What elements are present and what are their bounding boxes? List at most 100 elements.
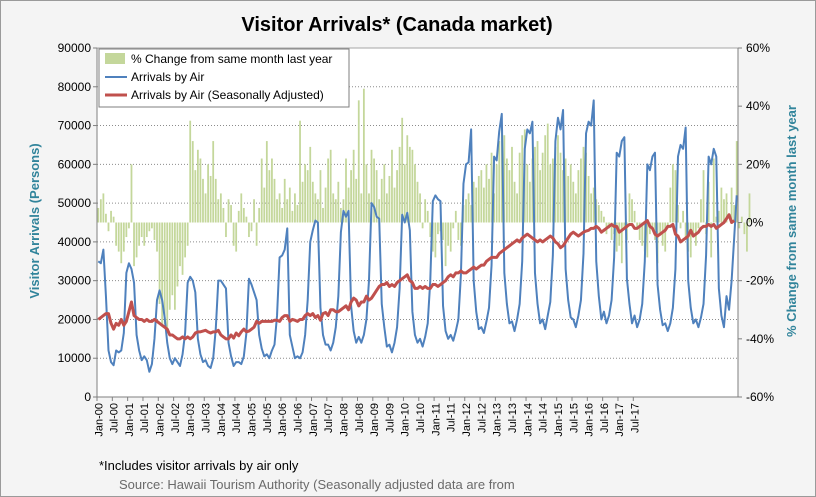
pct-bar	[733, 205, 736, 223]
pct-bar	[684, 222, 687, 240]
pct-bar	[398, 146, 401, 223]
pct-bar	[347, 187, 350, 223]
legend-label-sa: Arrivals by Air (Seasonally Adjusted)	[131, 88, 324, 102]
pct-bar	[475, 187, 478, 223]
pct-bar	[140, 222, 143, 238]
pct-bar	[528, 181, 531, 223]
pct-bar	[207, 164, 209, 223]
pct-bar	[483, 187, 485, 223]
pct-bar	[179, 222, 181, 267]
y-tick-label: 70000	[58, 119, 92, 133]
pct-bar	[173, 222, 176, 310]
pct-bar	[710, 222, 713, 258]
pct-bar	[105, 213, 107, 223]
pct-bar	[158, 222, 161, 304]
pct-bar	[513, 181, 516, 223]
pct-bar	[271, 158, 273, 223]
pct-bar	[294, 193, 296, 223]
pct-bar	[735, 141, 738, 223]
pct-bar	[373, 158, 375, 223]
y2-tick-label: 20%	[746, 157, 770, 171]
y2-tick-label: 60%	[746, 41, 770, 55]
pct-bar	[572, 181, 575, 223]
pct-bar	[163, 222, 166, 325]
pct-bar	[649, 222, 651, 235]
x-tick-label: Jan-05	[247, 403, 259, 437]
pct-bar	[406, 135, 409, 223]
pct-bar	[232, 222, 235, 246]
pct-bar	[153, 222, 156, 240]
y-tick-label: 40000	[58, 235, 92, 249]
x-tick-label: Jul-12	[476, 403, 488, 433]
pct-bar	[518, 152, 521, 223]
pct-bar	[549, 164, 552, 223]
pct-bar	[738, 222, 741, 229]
pct-bar	[263, 187, 266, 223]
pct-bar	[296, 205, 299, 223]
pct-bar	[564, 158, 567, 223]
pct-bar	[590, 193, 593, 223]
pct-bar	[230, 205, 232, 223]
pct-bar	[592, 187, 595, 223]
pct-bar	[202, 178, 204, 223]
pct-bar	[707, 181, 710, 223]
pct-bar	[291, 210, 294, 223]
pct-bar	[253, 199, 255, 223]
pct-bar	[628, 193, 631, 223]
x-tick-label: Jan-13	[492, 403, 504, 437]
x-tick-label: Jul-01	[139, 403, 151, 433]
pct-bar	[442, 222, 444, 240]
x-tick-label: Jan-11	[430, 403, 442, 436]
pct-bar	[311, 181, 314, 223]
pct-bar	[365, 164, 368, 223]
pct-bar	[332, 193, 335, 223]
pct-bar	[546, 123, 549, 223]
pct-bar	[304, 164, 307, 223]
pct-bar	[370, 149, 373, 223]
pct-bar	[184, 222, 186, 258]
pct-bar	[633, 210, 636, 223]
pct-bar	[534, 146, 536, 223]
pct-bar	[618, 222, 621, 246]
pct-bar	[189, 120, 192, 223]
x-tick-label: Jul-07	[323, 403, 335, 433]
pct-bar	[317, 199, 319, 223]
pct-bar	[434, 222, 437, 258]
pct-bar	[661, 222, 664, 246]
pct-bar	[569, 164, 572, 223]
y-tick-label: 0	[84, 390, 91, 404]
pct-bar	[248, 222, 250, 238]
x-tick-label: Jan-14	[522, 403, 534, 437]
pct-bar	[383, 164, 386, 223]
pct-bar	[260, 158, 263, 223]
pct-bar	[574, 193, 577, 223]
pct-bar	[133, 222, 135, 267]
pct-bar	[166, 222, 169, 334]
pct-bar	[222, 207, 225, 223]
pct-bar	[610, 222, 613, 240]
pct-bar	[480, 170, 483, 223]
pct-bar	[151, 222, 153, 229]
x-tick-label: Jan-12	[461, 403, 473, 437]
pct-bar	[411, 149, 414, 223]
pct-bar	[391, 149, 393, 223]
pct-bar	[130, 164, 133, 223]
pct-bar	[488, 178, 490, 223]
source-note: Source: Hawaii Tourism Authority (Season…	[119, 477, 515, 492]
pct-bar	[454, 210, 457, 223]
pct-bar	[712, 158, 715, 223]
pct-bar	[723, 199, 725, 223]
axes: 0 10000 20000 30000 40000 50000 60000 70000 8000…	[58, 41, 775, 437]
pct-bar	[355, 178, 358, 223]
x-tick-label: Jan-06	[277, 403, 289, 437]
pct-bar	[219, 193, 222, 223]
pct-bar	[380, 178, 383, 223]
pct-bar	[646, 222, 649, 258]
pct-bar	[273, 178, 276, 223]
chart-title: Visitor Arrivals* (Canada market)	[241, 14, 552, 36]
pct-bar	[426, 210, 429, 223]
pct-bar	[322, 207, 324, 223]
pct-bar	[452, 222, 455, 229]
